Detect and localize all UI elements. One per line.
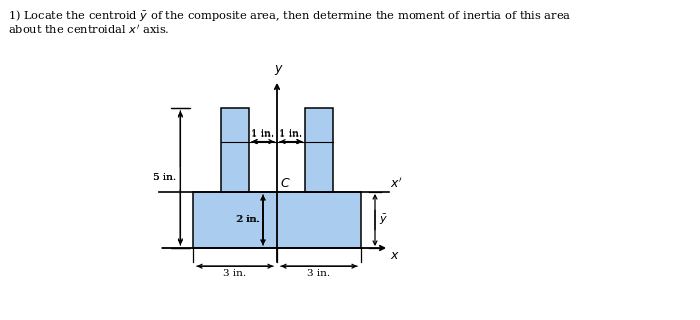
Bar	[193, 192, 361, 248]
Text: about the centroidal $x'$ axis.: about the centroidal $x'$ axis.	[8, 23, 169, 36]
Text: 1 in.: 1 in.	[251, 129, 274, 138]
Text: $x$: $x$	[391, 249, 400, 262]
Text: $x'$: $x'$	[391, 177, 403, 191]
Text: $C$: $C$	[280, 177, 290, 190]
Text: 5 in.: 5 in.	[153, 173, 176, 182]
Text: $\bar{y}$: $\bar{y}$	[379, 213, 388, 227]
Text: 2 in.: 2 in.	[236, 215, 259, 225]
Text: 3 in.: 3 in.	[307, 269, 330, 278]
Bar	[221, 108, 249, 192]
Text: 1 in.: 1 in.	[279, 130, 302, 139]
Text: 1 in.: 1 in.	[279, 129, 302, 138]
Text: 5 in.: 5 in.	[153, 173, 176, 182]
Text: 1) Locate the centroid $\bar{y}$ of the composite area, then determine the momen: 1) Locate the centroid $\bar{y}$ of the …	[8, 8, 571, 23]
Text: 2 in.: 2 in.	[237, 215, 260, 225]
Text: 1 in.: 1 in.	[251, 130, 274, 139]
Bar	[305, 108, 333, 192]
Text: 3 in.: 3 in.	[223, 269, 246, 278]
Text: $y$: $y$	[274, 63, 284, 77]
